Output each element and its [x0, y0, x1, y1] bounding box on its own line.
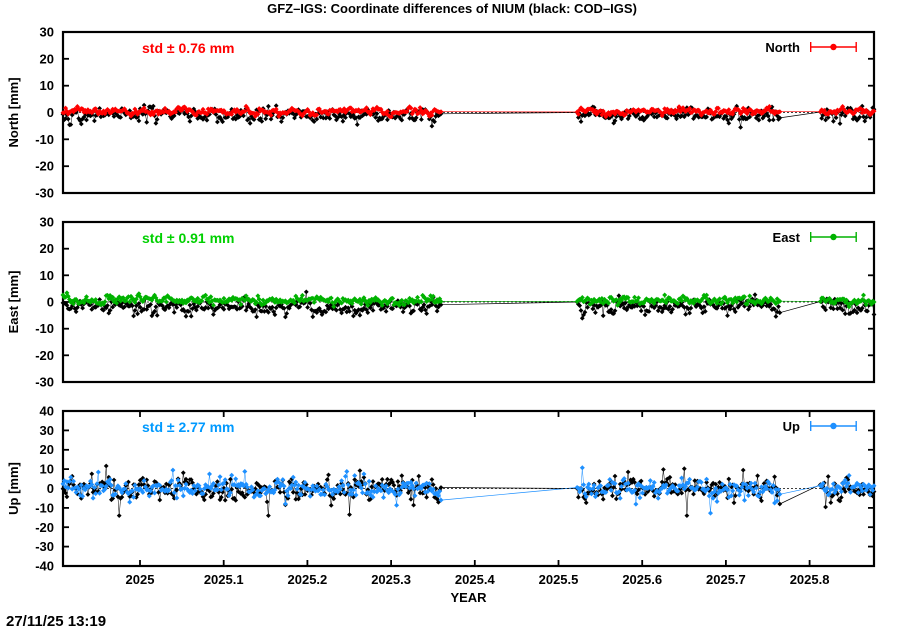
svg-text:East [mm]: East [mm]	[6, 271, 21, 334]
svg-text:North: North	[765, 40, 800, 55]
svg-text:std ± 0.76 mm: std ± 0.76 mm	[142, 40, 235, 56]
svg-text:-30: -30	[35, 539, 54, 554]
svg-text:40: 40	[40, 404, 54, 419]
svg-text:2025.7: 2025.7	[706, 572, 746, 587]
svg-text:std ± 0.91 mm: std ± 0.91 mm	[142, 230, 235, 246]
svg-text:30: 30	[40, 25, 54, 40]
svg-text:std ± 2.77 mm: std ± 2.77 mm	[142, 419, 235, 435]
svg-text:-20: -20	[35, 520, 54, 535]
svg-text:2025.1: 2025.1	[204, 572, 244, 587]
svg-text:30: 30	[40, 215, 54, 230]
svg-text:10: 10	[40, 462, 54, 477]
svg-text:-20: -20	[35, 159, 54, 174]
svg-text:20: 20	[40, 241, 54, 256]
svg-text:-20: -20	[35, 348, 54, 363]
svg-text:-10: -10	[35, 132, 54, 147]
svg-text:2025.6: 2025.6	[622, 572, 662, 587]
svg-text:Up [mm]: Up [mm]	[6, 462, 21, 515]
svg-text:30: 30	[40, 423, 54, 438]
svg-text:0: 0	[47, 295, 54, 310]
svg-text:2025.2: 2025.2	[288, 572, 328, 587]
svg-text:27/11/25 13:19: 27/11/25 13:19	[6, 613, 106, 630]
svg-text:-10: -10	[35, 321, 54, 336]
svg-text:-30: -30	[35, 186, 54, 201]
svg-text:10: 10	[40, 78, 54, 93]
svg-text:-40: -40	[35, 559, 54, 574]
svg-text:20: 20	[40, 442, 54, 457]
svg-text:YEAR: YEAR	[450, 590, 487, 605]
svg-text:0: 0	[47, 481, 54, 496]
svg-text:East: East	[773, 230, 801, 245]
svg-text:North [mm]: North [mm]	[6, 77, 21, 147]
svg-text:2025.3: 2025.3	[371, 572, 411, 587]
svg-text:0: 0	[47, 105, 54, 120]
svg-text:2025.5: 2025.5	[539, 572, 579, 587]
svg-text:-30: -30	[35, 375, 54, 390]
svg-text:20: 20	[40, 51, 54, 66]
svg-text:-10: -10	[35, 500, 54, 515]
svg-text:10: 10	[40, 268, 54, 283]
svg-text:2025.8: 2025.8	[790, 572, 830, 587]
svg-text:GFZ–IGS: Coordinate difference: GFZ–IGS: Coordinate differences of NIUM …	[267, 1, 637, 16]
svg-text:2025.4: 2025.4	[455, 572, 496, 587]
svg-text:Up: Up	[783, 419, 800, 434]
svg-text:2025: 2025	[126, 572, 155, 587]
